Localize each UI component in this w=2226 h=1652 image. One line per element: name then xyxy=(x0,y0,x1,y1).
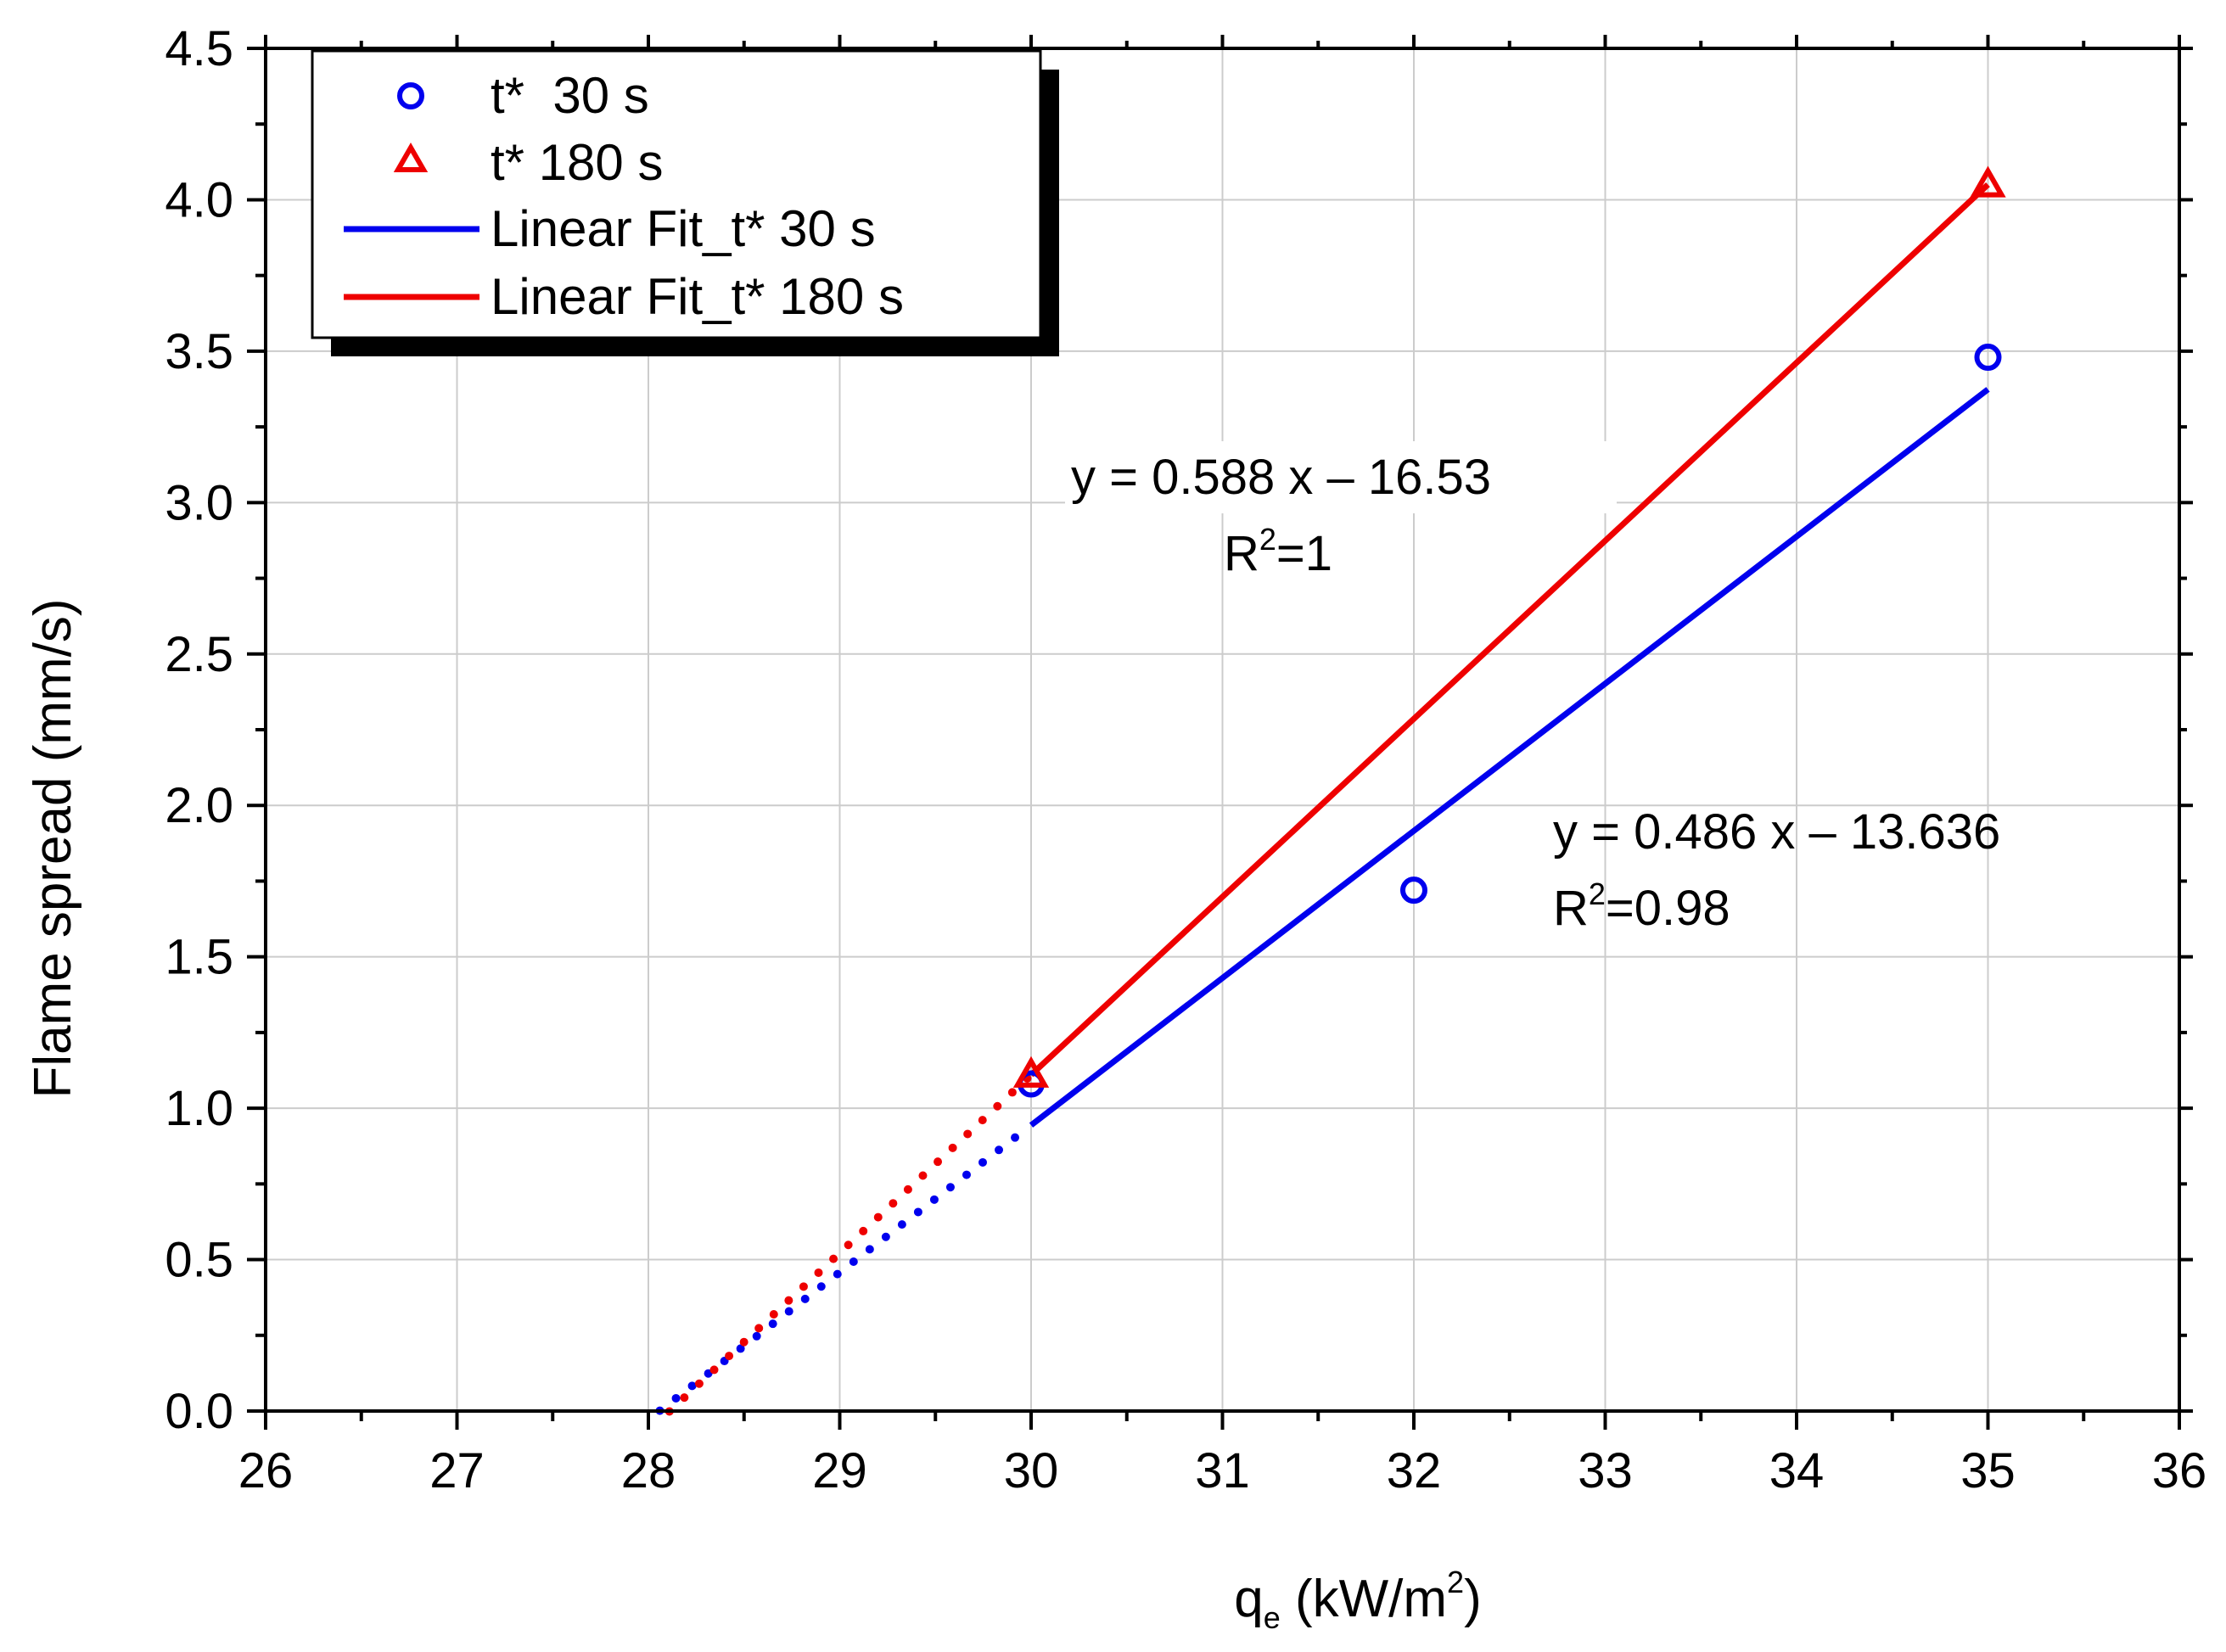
x-tick-label: 34 xyxy=(1769,1443,1825,1498)
x-tick-label: 36 xyxy=(2152,1443,2207,1498)
y-tick-label: 0.0 xyxy=(165,1384,233,1439)
x-axis-title-sub: e xyxy=(1264,1600,1281,1635)
data-point-triangle xyxy=(1012,1056,1050,1088)
legend-marker-circle xyxy=(397,82,424,109)
r2-30s-value: =0.98 xyxy=(1606,881,1730,936)
fit-lines xyxy=(655,182,1990,1416)
y-tick-label: 3.5 xyxy=(165,324,233,379)
legend: t* 30 s t* 180 s Linear Fit_t* 30 s Line… xyxy=(311,49,1059,356)
x-tick-label: 27 xyxy=(429,1443,485,1498)
r2-180s-sup: 2 xyxy=(1259,522,1276,557)
legend-marker-triangle xyxy=(393,142,429,172)
x-tick-label: 28 xyxy=(621,1443,676,1498)
x-tick-label: 31 xyxy=(1195,1443,1250,1498)
r2-180s-value: =1 xyxy=(1276,526,1332,581)
equation-30s: y = 0.486 x – 13.636 xyxy=(1553,804,2000,860)
y-tick-label: 1.0 xyxy=(165,1081,233,1136)
y-tick-labels: 0.0 0.5 1.0 1.5 2.0 2.5 3.0 3.5 4.0 4.5 xyxy=(165,21,233,1439)
x-tick-label: 26 xyxy=(238,1443,294,1498)
data-markers xyxy=(1012,165,2006,1098)
equation-180s: y = 0.588 x – 16.53 xyxy=(1071,450,1491,505)
fit-extrapolation-0 xyxy=(655,1121,1035,1415)
data-point-circle xyxy=(1400,876,1427,904)
x-tick-labels: 26 27 28 29 30 31 32 33 34 35 36 xyxy=(238,1443,2207,1498)
y-tick-label: 4.0 xyxy=(165,172,233,227)
r2-180s-prefix: R xyxy=(1224,526,1259,581)
legend-label-fit-180s: Linear Fit_t* 180 s xyxy=(491,268,904,325)
legend-label-180s: t* 180 s xyxy=(491,134,663,191)
r2-30s-sup: 2 xyxy=(1589,876,1606,911)
r2-30s: R2=0.98 xyxy=(1553,876,1730,936)
r2-180s: R2=1 xyxy=(1224,522,1332,581)
legend-box xyxy=(311,49,1042,339)
axis-ticks xyxy=(247,35,2193,1430)
data-point-triangle xyxy=(1970,165,2006,198)
y-tick-label: 0.5 xyxy=(165,1233,233,1288)
x-axis-title: qe (kW/m2) xyxy=(1234,1565,1481,1635)
x-axis-title-q: q xyxy=(1234,1570,1263,1628)
fit-line-0 xyxy=(1029,387,1990,1128)
data-point-circle xyxy=(1974,344,2002,372)
y-tick-label: 4.5 xyxy=(165,21,233,76)
fit-line-1 xyxy=(1029,182,1990,1078)
x-tick-label: 35 xyxy=(1960,1443,2016,1498)
legend-label-30s: t* 30 s xyxy=(491,67,649,124)
x-tick-label: 29 xyxy=(812,1443,867,1498)
x-tick-label: 33 xyxy=(1578,1443,1633,1498)
x-axis-title-sup: 2 xyxy=(1447,1565,1464,1599)
y-tick-label: 2.5 xyxy=(165,627,233,682)
r2-30s-prefix: R xyxy=(1553,881,1589,936)
x-tick-label: 30 xyxy=(1004,1443,1059,1498)
y-tick-label: 3.0 xyxy=(165,475,233,530)
x-axis-title-close: ) xyxy=(1464,1570,1482,1628)
eq-180s-background xyxy=(1065,441,1617,513)
legend-label-fit-30s: Linear Fit_t* 30 s xyxy=(491,200,876,257)
x-axis-title-unit: (kW/m xyxy=(1281,1570,1447,1628)
fit-extrapolation-1 xyxy=(664,1070,1035,1416)
y-tick-label: 2.0 xyxy=(165,778,233,833)
x-tick-label: 32 xyxy=(1387,1443,1442,1498)
y-axis-title: Flame spread (mm/s) xyxy=(24,598,82,1098)
y-tick-label: 1.5 xyxy=(165,930,233,985)
